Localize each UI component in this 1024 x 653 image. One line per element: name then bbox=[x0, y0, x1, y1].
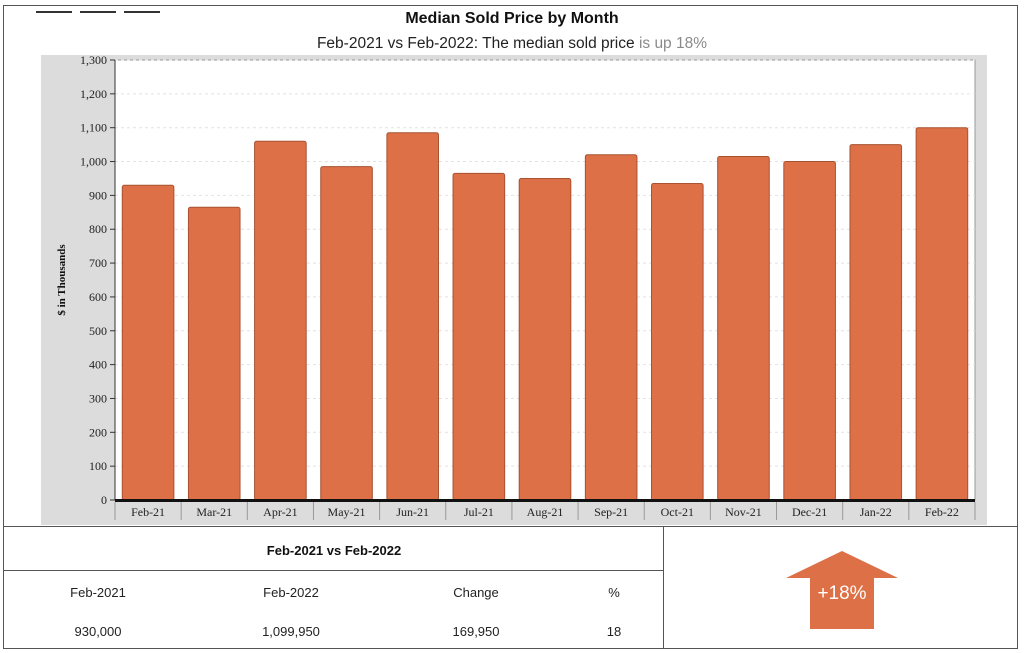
y-tick-label: 200 bbox=[89, 425, 107, 439]
x-tick-label: Feb-22 bbox=[925, 505, 959, 519]
y-tick-label: 1,300 bbox=[80, 55, 107, 67]
bar-jun-21 bbox=[386, 132, 439, 501]
x-tick-label: Oct-21 bbox=[661, 505, 694, 519]
bar-dec-21 bbox=[783, 161, 836, 501]
comparison-divider bbox=[4, 570, 664, 571]
value-change: 169,950 bbox=[452, 624, 500, 639]
y-tick-label: 900 bbox=[89, 188, 107, 202]
x-tick-label: Dec-21 bbox=[792, 505, 827, 519]
bar-sep-21 bbox=[584, 154, 638, 501]
x-tick-label: Feb-21 bbox=[131, 505, 165, 519]
comparison-region: Feb-2021 vs Feb-2022 Feb-2021 Feb-2022 C… bbox=[4, 526, 1017, 649]
value-feb-2021: 930,000 bbox=[74, 624, 122, 639]
bar-aug-21 bbox=[518, 177, 572, 501]
x-tick-label: Aug-21 bbox=[527, 505, 564, 519]
bar-jul-21 bbox=[452, 172, 506, 501]
x-tick-label: May-21 bbox=[328, 505, 366, 519]
subtitle-trend: is up 18% bbox=[638, 35, 708, 52]
bar-nov-21 bbox=[717, 155, 770, 501]
y-tick-label: 600 bbox=[89, 290, 107, 304]
top-decoration bbox=[36, 0, 176, 13]
y-tick-label: 500 bbox=[89, 324, 107, 338]
y-tick-label: 0 bbox=[101, 493, 107, 507]
x-tick-label: Jul-21 bbox=[464, 505, 494, 519]
bar-chart: 0 100 200 300 400 500 600 700 800 900 1,000 1,100 1,… bbox=[56, 55, 976, 520]
bar-may-21 bbox=[320, 166, 373, 501]
chart-area: 0 100 200 300 400 500 600 700 800 900 1,000 1,100 1,… bbox=[41, 55, 987, 525]
x-tick-label: Jan-22 bbox=[860, 505, 892, 519]
y-tick-label: 700 bbox=[89, 256, 107, 270]
header-percent: % bbox=[608, 585, 620, 600]
y-tick-label: 300 bbox=[89, 391, 107, 405]
comparison-table: Feb-2021 vs Feb-2022 Feb-2021 Feb-2022 C… bbox=[4, 527, 664, 649]
y-tick-label: 800 bbox=[89, 222, 107, 236]
x-tick-label: Jun-21 bbox=[396, 505, 429, 519]
y-axis-label: $ in Thousands bbox=[56, 244, 68, 316]
y-tick-label: 400 bbox=[89, 358, 107, 372]
chart-title: Median Sold Price by Month bbox=[405, 10, 619, 27]
value-percent: 18 bbox=[606, 624, 622, 639]
bar-jan-22 bbox=[849, 144, 903, 501]
header-feb-2022: Feb-2022 bbox=[263, 585, 319, 600]
comparison-title: Feb-2021 vs Feb-2022 bbox=[266, 543, 402, 558]
x-tick-label: Apr-21 bbox=[263, 505, 297, 519]
bar-feb-22 bbox=[915, 127, 969, 501]
y-tick-label: 1,100 bbox=[80, 121, 107, 135]
change-indicator-label: +18% bbox=[817, 583, 867, 604]
subtitle-main: Feb-2021 vs Feb-2022: The median sold pr… bbox=[316, 35, 635, 52]
bar-feb-21 bbox=[121, 184, 175, 501]
value-feb-2022: 1,099,950 bbox=[262, 624, 320, 639]
chart-subtitle: Feb-2021 vs Feb-2022: The median sold pr… bbox=[0, 35, 1024, 53]
x-tick-label: Nov-21 bbox=[725, 505, 762, 519]
x-axis-baseline bbox=[115, 499, 975, 502]
header-feb-2021: Feb-2021 bbox=[70, 585, 126, 600]
x-tick-label: Mar-21 bbox=[196, 505, 232, 519]
bar-oct-21 bbox=[651, 183, 704, 501]
change-indicator: +18% bbox=[784, 551, 900, 629]
y-tick-label: 1,200 bbox=[80, 87, 107, 101]
y-tick-label: 1,000 bbox=[80, 155, 107, 169]
y-tick-label: 100 bbox=[89, 459, 107, 473]
header-change: Change bbox=[453, 585, 499, 600]
bar-apr-21 bbox=[254, 140, 307, 501]
report-frame bbox=[3, 5, 1018, 649]
up-arrow-icon bbox=[786, 551, 898, 629]
bar-mar-21 bbox=[187, 206, 241, 501]
x-tick-label: Sep-21 bbox=[594, 505, 628, 519]
